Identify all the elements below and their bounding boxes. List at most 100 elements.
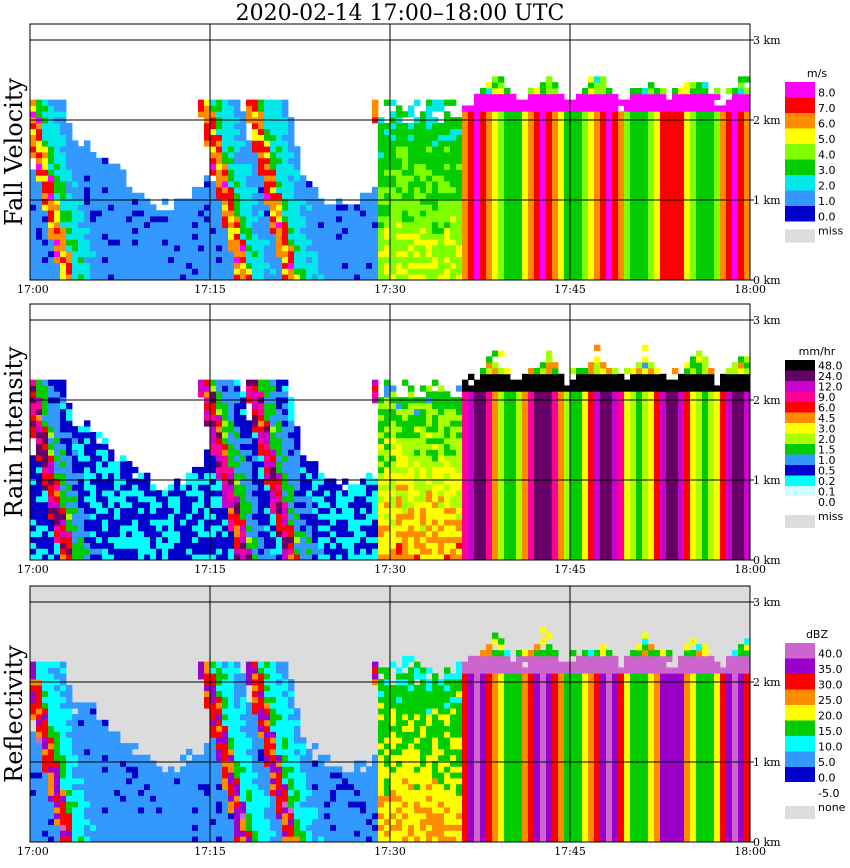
field-cell (336, 198, 343, 205)
field-cell (78, 169, 85, 176)
field-cell (174, 542, 181, 549)
field-cell (744, 227, 751, 234)
field-cell (426, 501, 433, 509)
field-cell (480, 245, 487, 252)
field-cell (456, 227, 463, 234)
field-cell (126, 496, 133, 503)
field-cell (252, 513, 259, 520)
field-cell (438, 146, 445, 153)
field-cell (312, 186, 319, 194)
field-cell (612, 204, 619, 211)
field-cell (258, 262, 265, 269)
field-cell (204, 111, 211, 118)
field-cell (450, 478, 457, 485)
field-cell (102, 484, 109, 491)
field-cell (258, 198, 265, 205)
field-cell (672, 88, 679, 95)
field-cell (66, 402, 73, 410)
field-cell (432, 554, 439, 561)
field-cell (300, 204, 307, 211)
field-cell (72, 542, 79, 549)
field-cell (576, 122, 583, 130)
field-cell (474, 245, 481, 252)
field-cell (78, 204, 85, 211)
field-cell (390, 157, 397, 165)
field-cell (432, 175, 439, 182)
field-cell (240, 455, 247, 462)
field-cell (294, 198, 301, 205)
field-cell (420, 233, 427, 240)
field-cell (342, 250, 349, 258)
field-cell (420, 122, 427, 130)
field-cell (246, 501, 253, 509)
field-cell (204, 268, 211, 275)
field-cell (690, 245, 697, 252)
field-cell (48, 204, 55, 211)
field-cell (600, 250, 607, 258)
field-cell (42, 152, 49, 159)
field-cell (30, 122, 37, 130)
field-cell (318, 221, 325, 229)
field-cell (648, 216, 655, 223)
field-cell (714, 88, 721, 95)
field-cell (654, 111, 661, 118)
field-cell (36, 198, 43, 205)
field-cell (690, 140, 697, 147)
field-cell (270, 391, 277, 398)
field-cell (720, 256, 727, 263)
field-cell (312, 536, 319, 543)
field-cell (204, 385, 211, 392)
field-cell (54, 530, 61, 538)
field-cell (54, 262, 61, 269)
field-cell (654, 245, 661, 252)
field-cell (540, 152, 547, 159)
field-cell (504, 262, 511, 269)
field-cell (294, 432, 301, 439)
field-cell (264, 152, 271, 159)
field-cell (228, 227, 235, 234)
field-cell (414, 420, 421, 427)
field-cell (102, 496, 109, 503)
field-cell (468, 227, 475, 234)
field-cell (252, 216, 259, 223)
field-cell (390, 128, 397, 135)
field-cell (336, 256, 343, 263)
field-cell (354, 501, 361, 509)
field-cell (246, 496, 253, 503)
field-cell (222, 140, 229, 147)
field-cell (534, 192, 541, 199)
field-cell (48, 122, 55, 130)
field-cell (150, 490, 157, 497)
field-cell (204, 402, 211, 410)
field-cell (66, 455, 73, 462)
field-cell (54, 245, 61, 252)
field-cell (222, 250, 229, 258)
field-cell (552, 122, 559, 130)
field-cell (726, 221, 733, 229)
field-cell (522, 175, 529, 182)
field-cell (66, 146, 73, 153)
field-cell (126, 227, 133, 234)
field-cell (294, 250, 301, 258)
field-cell (384, 157, 391, 165)
field-cell (282, 554, 289, 561)
field-cell (132, 490, 139, 497)
field-cell (258, 146, 265, 153)
field-cell (288, 513, 295, 520)
field-cell (276, 157, 283, 165)
field-cell (690, 204, 697, 211)
field-cell (678, 157, 685, 165)
field-cell (294, 554, 301, 561)
field-cell (588, 227, 595, 234)
field-cell (564, 169, 571, 176)
field-cell (144, 507, 151, 514)
field-cell (564, 152, 571, 159)
field-cell (492, 250, 499, 258)
field-cell (456, 250, 463, 258)
field-cell (78, 472, 85, 479)
field-cell (204, 274, 211, 281)
field-cell (102, 204, 109, 211)
field-cell (198, 466, 205, 474)
field-cell (132, 496, 139, 503)
field-cell (228, 192, 235, 199)
